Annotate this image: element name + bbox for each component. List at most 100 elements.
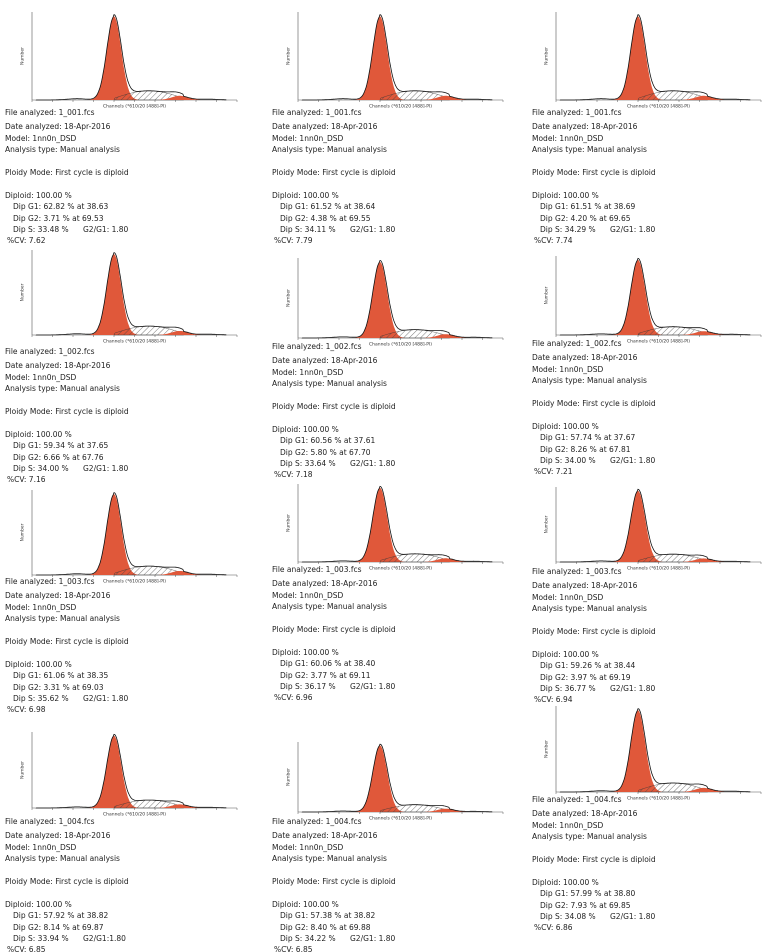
info-g1: Dip G1: 60.56 % at 37.61 bbox=[280, 436, 375, 445]
info-analysis: Analysis type: Manual analysis bbox=[5, 145, 120, 154]
info-ploidy: Ploidy Mode: First cycle is diploid bbox=[5, 168, 129, 177]
info-date: Date analyzed: 18-Apr-2016 bbox=[5, 361, 111, 370]
g2-peak bbox=[425, 808, 467, 812]
info-g1: Dip G1: 57.99 % at 38.80 bbox=[540, 889, 635, 898]
info-g2: Dip G2: 3.77 % at 69.11 bbox=[280, 671, 371, 680]
info-g2: Dip G2: 7.93 % at 69.85 bbox=[540, 901, 631, 910]
info-analysis: Analysis type: Manual analysis bbox=[5, 854, 120, 863]
info-g2: Dip G2: 3.71 % at 69.53 bbox=[13, 214, 104, 223]
info-ratio: G2/G1: 1.80 bbox=[83, 225, 129, 234]
info-diploid: Diploid: 100.00 % bbox=[5, 660, 72, 669]
info-g2: Dip G2: 8.14 % at 69.87 bbox=[13, 923, 104, 932]
info-file: File analyzed: 1_002.fcs bbox=[532, 339, 622, 348]
info-cv: %CV: 7.16 bbox=[7, 475, 46, 484]
info-diploid: Diploid: 100.00 % bbox=[532, 878, 599, 887]
info-g2: Dip G2: 3.97 % at 69.19 bbox=[540, 673, 631, 682]
info-analysis: Analysis type: Manual analysis bbox=[532, 376, 647, 385]
info-ploidy: Ploidy Mode: First cycle is diploid bbox=[532, 168, 656, 177]
panel: Number Channels (*610/20 [488]-PI) File an… bbox=[272, 258, 504, 479]
info-date: Date analyzed: 18-Apr-2016 bbox=[5, 591, 111, 600]
info-ploidy: Ploidy Mode: First cycle is diploid bbox=[272, 625, 396, 634]
panel: Number Channels (*610/20 [488]-PI) File an… bbox=[272, 484, 504, 702]
info-ploidy: Ploidy Mode: First cycle is diploid bbox=[5, 877, 129, 886]
info-file: File analyzed: 1_002.fcs bbox=[272, 342, 362, 351]
panel: Number Channels (*610/20 [488]-PI) File an… bbox=[5, 250, 238, 484]
info-ploidy: Ploidy Mode: First cycle is diploid bbox=[532, 855, 656, 864]
g2-peak bbox=[159, 571, 201, 575]
info-diploid: Diploid: 100.00 % bbox=[272, 648, 339, 657]
info-date: Date analyzed: 18-Apr-2016 bbox=[5, 831, 111, 840]
info-s: Dip S: 33.64 % bbox=[280, 459, 336, 468]
info-g1: Dip G1: 61.51 % at 38.69 bbox=[540, 202, 635, 211]
info-s: Dip S: 34.11 % bbox=[280, 225, 336, 234]
info-file: File analyzed: 1_004.fcs bbox=[272, 817, 362, 826]
x-axis-label: Channels (*610/20 [488]-PI) bbox=[369, 816, 432, 822]
info-g2: Dip G2: 5.80 % at 67.70 bbox=[280, 448, 371, 457]
x-axis-label: Channels (*610/20 [488]-PI) bbox=[369, 104, 432, 110]
histogram-outline bbox=[560, 708, 751, 793]
info-model: Model: 1nn0n_DSD bbox=[532, 365, 604, 374]
info-cv: %CV: 6.94 bbox=[534, 695, 573, 704]
histogram-outline bbox=[36, 492, 227, 576]
info-cv: %CV: 7.62 bbox=[7, 236, 46, 245]
info-g2: Dip G2: 4.38 % at 69.55 bbox=[280, 214, 371, 223]
g2-peak bbox=[159, 804, 201, 808]
info-file: File analyzed: 1_003.fcs bbox=[532, 567, 622, 576]
info-s: Dip S: 34.29 % bbox=[540, 225, 596, 234]
panel: Number Channels (*610/20 [488]-PI) File an… bbox=[5, 732, 238, 952]
info-model: Model: 1nn0n_DSD bbox=[532, 821, 604, 830]
g1-peak bbox=[613, 490, 663, 562]
info-file: File analyzed: 1_004.fcs bbox=[532, 795, 622, 804]
x-axis-label: Channels (*610/20 [488]-PI) bbox=[369, 566, 432, 572]
histogram-outline bbox=[559, 14, 751, 101]
g2-peak bbox=[683, 95, 725, 100]
info-analysis: Analysis type: Manual analysis bbox=[272, 379, 387, 388]
info-cv: %CV: 6.86 bbox=[534, 923, 573, 932]
g2-peak bbox=[683, 331, 725, 335]
info-diploid: Diploid: 100.00 % bbox=[532, 650, 599, 659]
info-g1: Dip G1: 57.38 % at 38.82 bbox=[280, 911, 375, 920]
g2-peak bbox=[425, 334, 467, 338]
y-axis-label: Number bbox=[286, 514, 292, 532]
info-ploidy: Ploidy Mode: First cycle is diploid bbox=[272, 877, 396, 886]
info-file: File analyzed: 1_001.fcs bbox=[5, 108, 95, 117]
y-axis-label: Number bbox=[20, 283, 26, 301]
info-analysis: Analysis type: Manual analysis bbox=[532, 832, 647, 841]
x-axis-label: Channels (*610/20 [488]-PI) bbox=[627, 566, 690, 572]
g2-peak bbox=[159, 331, 201, 335]
info-model: Model: 1nn0n_DSD bbox=[272, 843, 344, 852]
info-model: Model: 1nn0n_DSD bbox=[5, 373, 77, 382]
info-analysis: Analysis type: Manual analysis bbox=[532, 145, 647, 154]
info-g1: Dip G1: 61.06 % at 38.35 bbox=[13, 671, 108, 680]
info-ratio: G2/G1: 1.80 bbox=[83, 694, 129, 703]
info-model: Model: 1nn0n_DSD bbox=[272, 134, 344, 143]
info-model: Model: 1nn0n_DSD bbox=[532, 134, 604, 143]
panel: Number Channels (*610/20 [488]-PI) File an… bbox=[5, 12, 238, 245]
info-analysis: Analysis type: Manual analysis bbox=[5, 384, 120, 393]
info-ratio: G2/G1: 1.80 bbox=[610, 684, 656, 693]
x-axis-label: Channels (*610/20 [488]-PI) bbox=[103, 579, 166, 585]
histogram-outline bbox=[560, 488, 751, 563]
g1-peak bbox=[89, 735, 139, 808]
info-diploid: Diploid: 100.00 % bbox=[272, 425, 339, 434]
info-file: File analyzed: 1_004.fcs bbox=[5, 817, 95, 826]
y-axis-label: Number bbox=[20, 523, 26, 541]
info-ploidy: Ploidy Mode: First cycle is diploid bbox=[272, 168, 396, 177]
info-s: Dip S: 34.08 % bbox=[540, 912, 596, 921]
info-s: Dip S: 34.00 % bbox=[13, 464, 69, 473]
g2-peak bbox=[683, 558, 725, 562]
g1-peak bbox=[355, 487, 405, 562]
info-g2: Dip G2: 8.26 % at 67.81 bbox=[540, 445, 631, 454]
info-diploid: Diploid: 100.00 % bbox=[272, 900, 339, 909]
info-g1: Dip G1: 57.74 % at 37.67 bbox=[540, 433, 635, 442]
g2-peak bbox=[425, 558, 467, 562]
info-s: Dip S: 34.22 % bbox=[280, 934, 336, 943]
y-axis-label: Number bbox=[20, 761, 26, 779]
y-axis-label: Number bbox=[286, 289, 292, 307]
info-ratio: G2/G1: 1.80 bbox=[350, 225, 396, 234]
x-axis-label: Channels (*610/20 [488]-PI) bbox=[103, 339, 166, 345]
info-date: Date analyzed: 18-Apr-2016 bbox=[532, 809, 638, 818]
info-s: Dip S: 36.77 % bbox=[540, 684, 596, 693]
